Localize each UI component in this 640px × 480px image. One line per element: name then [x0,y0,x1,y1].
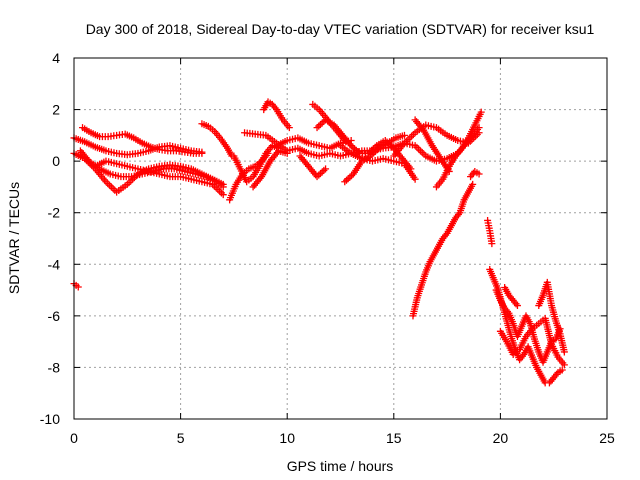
series-arc-12 [260,98,293,132]
data-point [411,175,419,183]
data-point [198,149,206,157]
x-tick-labels: 0 5 10 15 20 25 [70,430,615,446]
data-point [477,108,485,116]
data-point [217,189,225,197]
data-point [106,181,114,189]
x-tick-label: 0 [70,430,78,446]
x-tick-label: 20 [493,430,509,446]
y-tick-label: -6 [48,308,61,324]
series-arc-29 [501,283,521,310]
data-point [409,130,417,138]
data-point [74,283,82,291]
y-tick-label: 0 [52,153,60,169]
series-arc-25 [486,265,566,387]
data-point [219,191,227,199]
data-point [488,240,496,248]
series-arc-18 [337,142,419,183]
data-point [415,145,423,153]
series-arc-28 [535,278,568,356]
data-point [216,187,224,195]
y-tick-label: -10 [40,411,60,427]
grid-lines [74,58,607,419]
chart-title: Day 300 of 2018, Sidereal Day-to-day VTE… [86,21,595,37]
y-tick-label: 2 [52,102,60,118]
axis-ticks [73,57,608,420]
data-point [404,136,412,144]
y-tick-label: 4 [52,50,60,66]
series-arc-21 [432,108,485,191]
data-point [125,179,133,187]
y-axis-title: SDTVAR / TECUs [6,182,22,294]
data-point [219,183,227,191]
data-point [418,149,426,157]
x-tick-label: 10 [279,430,295,446]
series-arc-19 [390,121,483,160]
series-arc-26 [492,286,564,366]
plot-frame [73,57,608,420]
data-point [285,124,293,132]
data-point [416,147,424,155]
series-arc-23 [409,180,477,320]
data-point [322,165,330,173]
series-arc-7 [198,120,236,160]
series-arc-6 [91,157,227,199]
data-point [475,129,483,137]
data-point [560,361,568,369]
data-point [400,131,408,139]
data-point [107,183,115,191]
series-arc-11 [249,147,291,191]
y-tick-label: -4 [48,256,61,272]
series-arc-27 [496,314,568,369]
x-tick-label: 5 [177,430,185,446]
series-arc-9 [230,142,283,186]
series-arc-1 [70,280,82,291]
data-point [408,132,416,140]
data-point [560,348,568,356]
data-point [513,302,521,310]
data-point [104,179,112,187]
series-arc-15 [296,152,330,181]
x-axis-title: GPS time / hours [287,458,394,474]
x-tick-label: 25 [599,430,615,446]
y-tick-label: -2 [48,205,61,221]
y-tick-labels: -10 -8 -6 -4 -2 0 2 4 [40,50,60,427]
data-point [475,170,483,178]
series-arc-24 [484,216,496,248]
data-point [283,149,291,157]
series-arc-22 [467,167,483,181]
data-point [558,366,566,374]
data-point [469,180,477,188]
data-points [70,98,568,387]
x-tick-label: 15 [386,430,402,446]
y-tick-label: -8 [48,359,61,375]
series-arc-17 [341,131,408,186]
series-arc-5 [79,124,206,157]
